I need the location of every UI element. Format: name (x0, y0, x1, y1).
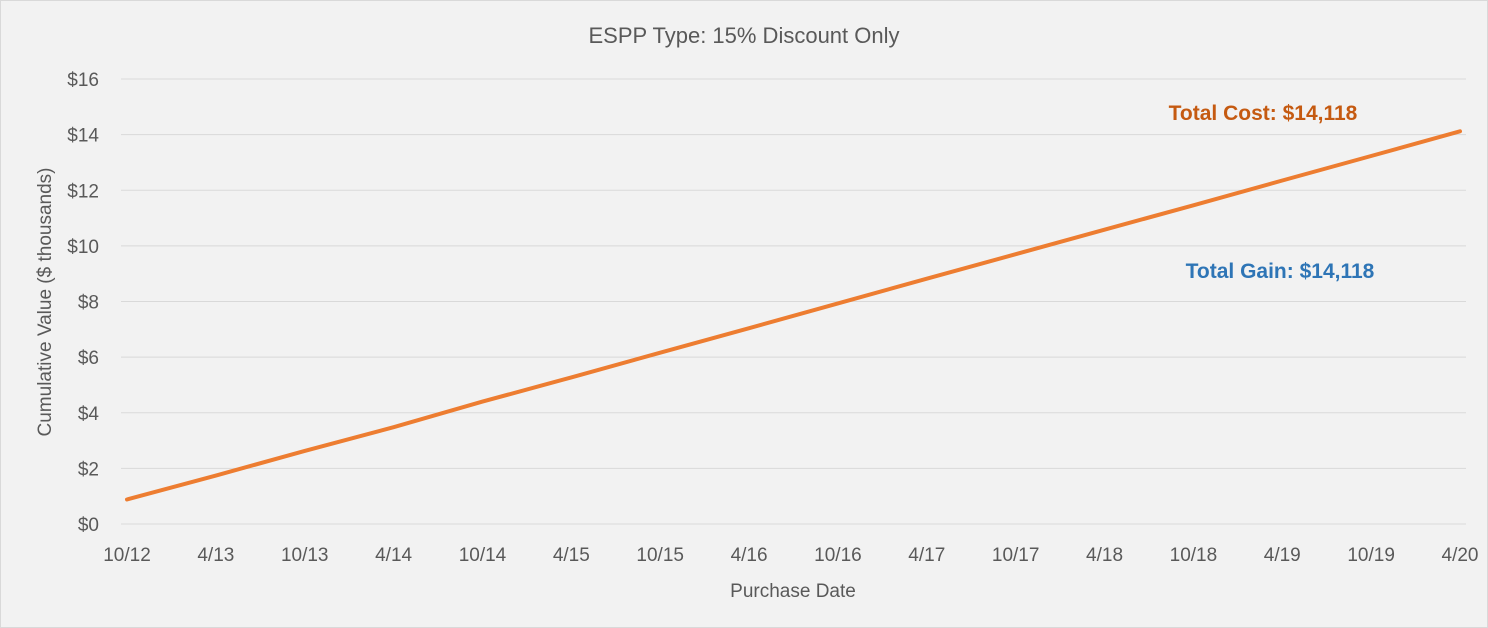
x-tick-label: 10/16 (814, 545, 862, 566)
x-tick-label: 4/18 (1086, 545, 1123, 566)
y-tick-label: $4 (78, 404, 100, 425)
total-cost-annotation: Total Cost: $14,118 (1169, 102, 1358, 125)
x-tick-label: 4/14 (375, 545, 412, 566)
y-axis-title: Cumulative Value ($ thousands) (35, 168, 56, 437)
x-tick-label: 10/15 (636, 545, 684, 566)
y-tick-label: $2 (78, 459, 99, 480)
x-tick-label: 10/18 (1170, 545, 1218, 566)
y-tick-label: $14 (67, 126, 99, 147)
x-tick-label: 4/19 (1264, 545, 1301, 566)
y-tick-label: $10 (67, 237, 99, 258)
series-lines (125, 129, 1462, 502)
y-tick-label: $16 (67, 70, 99, 91)
x-tick-label: 10/19 (1347, 545, 1395, 566)
x-tick-label: 4/13 (197, 545, 234, 566)
x-tick-label: 4/20 (1442, 545, 1479, 566)
x-tick-label: 10/14 (459, 545, 507, 566)
gridlines (121, 78, 1466, 525)
x-tick-label: 4/15 (553, 545, 590, 566)
x-axis-tick-labels: 10/12 4/13 10/13 4/14 10/14 4/15 10/15 4/16 10/1… (103, 545, 1478, 566)
y-axis-tick-labels: $0 $2 $4 $6 $8 $10 $12 $14 $16 (67, 70, 99, 536)
x-tick-label: 10/17 (992, 545, 1040, 566)
x-tick-label: 4/17 (908, 545, 945, 566)
x-tick-label: 4/16 (731, 545, 768, 566)
chart-title: ESPP Type: 15% Discount Only (588, 23, 899, 48)
x-axis-title: Purchase Date (730, 581, 856, 602)
x-tick-label: 10/13 (281, 545, 329, 566)
total-gain-annotation: Total Gain: $14,118 (1186, 260, 1375, 283)
y-tick-label: $8 (78, 293, 99, 314)
x-tick-label: 10/12 (103, 545, 151, 566)
y-tick-label: $0 (78, 515, 99, 536)
series-line (125, 129, 1462, 502)
y-tick-label: $12 (67, 181, 99, 202)
y-tick-label: $6 (78, 348, 99, 369)
